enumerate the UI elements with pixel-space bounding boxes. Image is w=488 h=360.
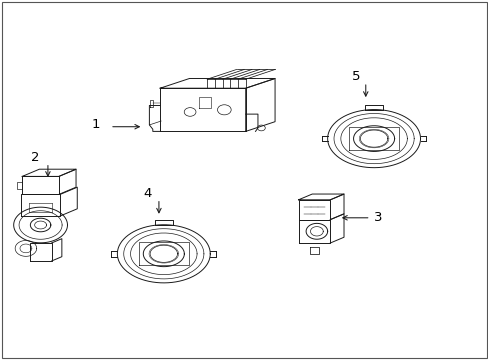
Text: 1: 1 bbox=[91, 118, 100, 131]
Text: 3: 3 bbox=[373, 211, 382, 224]
Text: 5: 5 bbox=[351, 70, 360, 83]
Text: 2: 2 bbox=[31, 151, 40, 164]
Text: 4: 4 bbox=[143, 187, 152, 200]
